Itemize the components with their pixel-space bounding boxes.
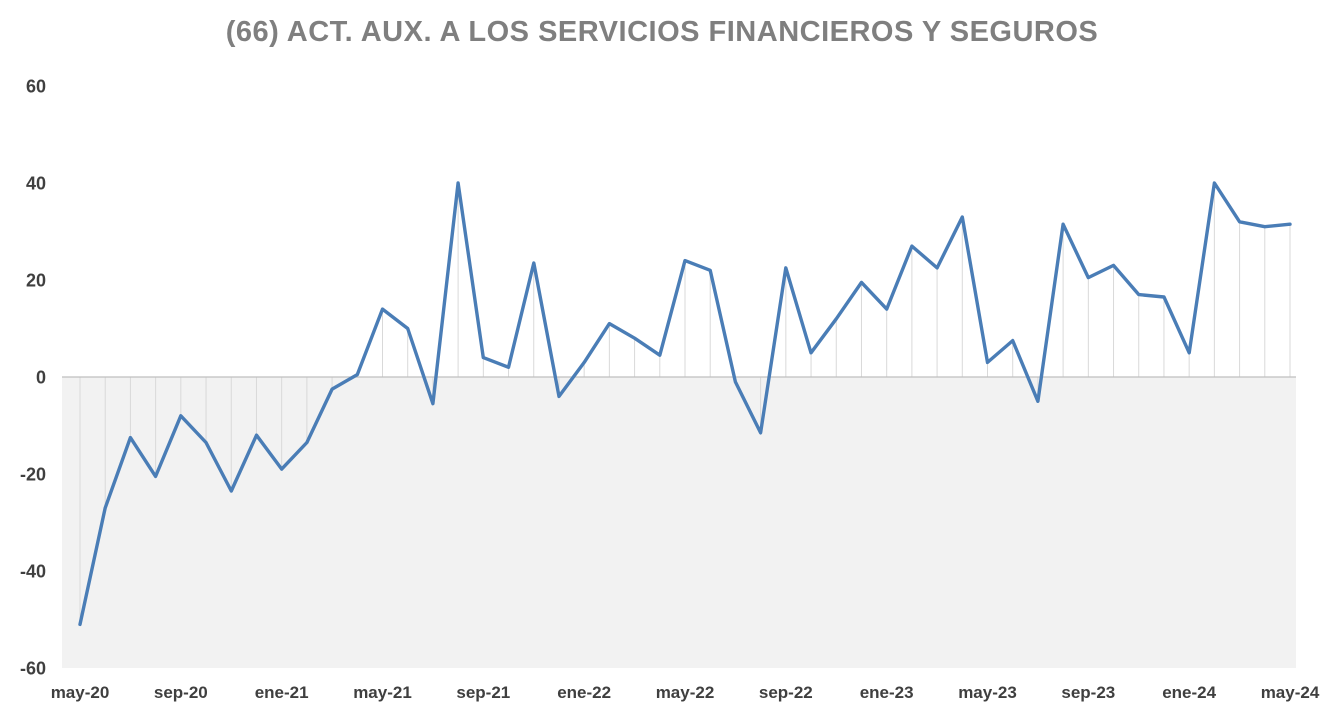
x-axis-tick-label: sep-21 xyxy=(456,683,510,702)
y-axis-tick-label: 0 xyxy=(36,368,46,388)
x-axis-tick-label: ene-24 xyxy=(1162,683,1216,702)
below-zero-band xyxy=(62,377,1296,668)
x-axis-tick-label: ene-22 xyxy=(557,683,611,702)
x-axis-tick-label: may-24 xyxy=(1261,683,1320,702)
x-axis-tick-label: sep-23 xyxy=(1061,683,1115,702)
y-axis-tick-label: 60 xyxy=(26,77,46,97)
x-axis-tick-label: may-20 xyxy=(51,683,110,702)
x-axis-tick-label: ene-23 xyxy=(860,683,914,702)
y-axis-tick-label: 20 xyxy=(26,271,46,291)
chart-title: (66) ACT. AUX. A LOS SERVICIOS FINANCIER… xyxy=(225,16,1099,48)
x-axis-tick-label: may-22 xyxy=(656,683,715,702)
y-axis-tick-label: -20 xyxy=(20,465,46,485)
x-axis-tick-label: ene-21 xyxy=(255,683,309,702)
y-axis-tick-label: -40 xyxy=(20,562,46,582)
x-axis-tick-label: sep-20 xyxy=(154,683,208,702)
y-axis-tick-label: -60 xyxy=(20,659,46,679)
x-axis-tick-label: sep-22 xyxy=(759,683,813,702)
data-series-line xyxy=(78,181,1292,627)
x-axis-tick-label: may-21 xyxy=(353,683,412,702)
x-axis-tick-label: may-23 xyxy=(958,683,1017,702)
y-axis-tick-label: 40 xyxy=(26,174,46,194)
